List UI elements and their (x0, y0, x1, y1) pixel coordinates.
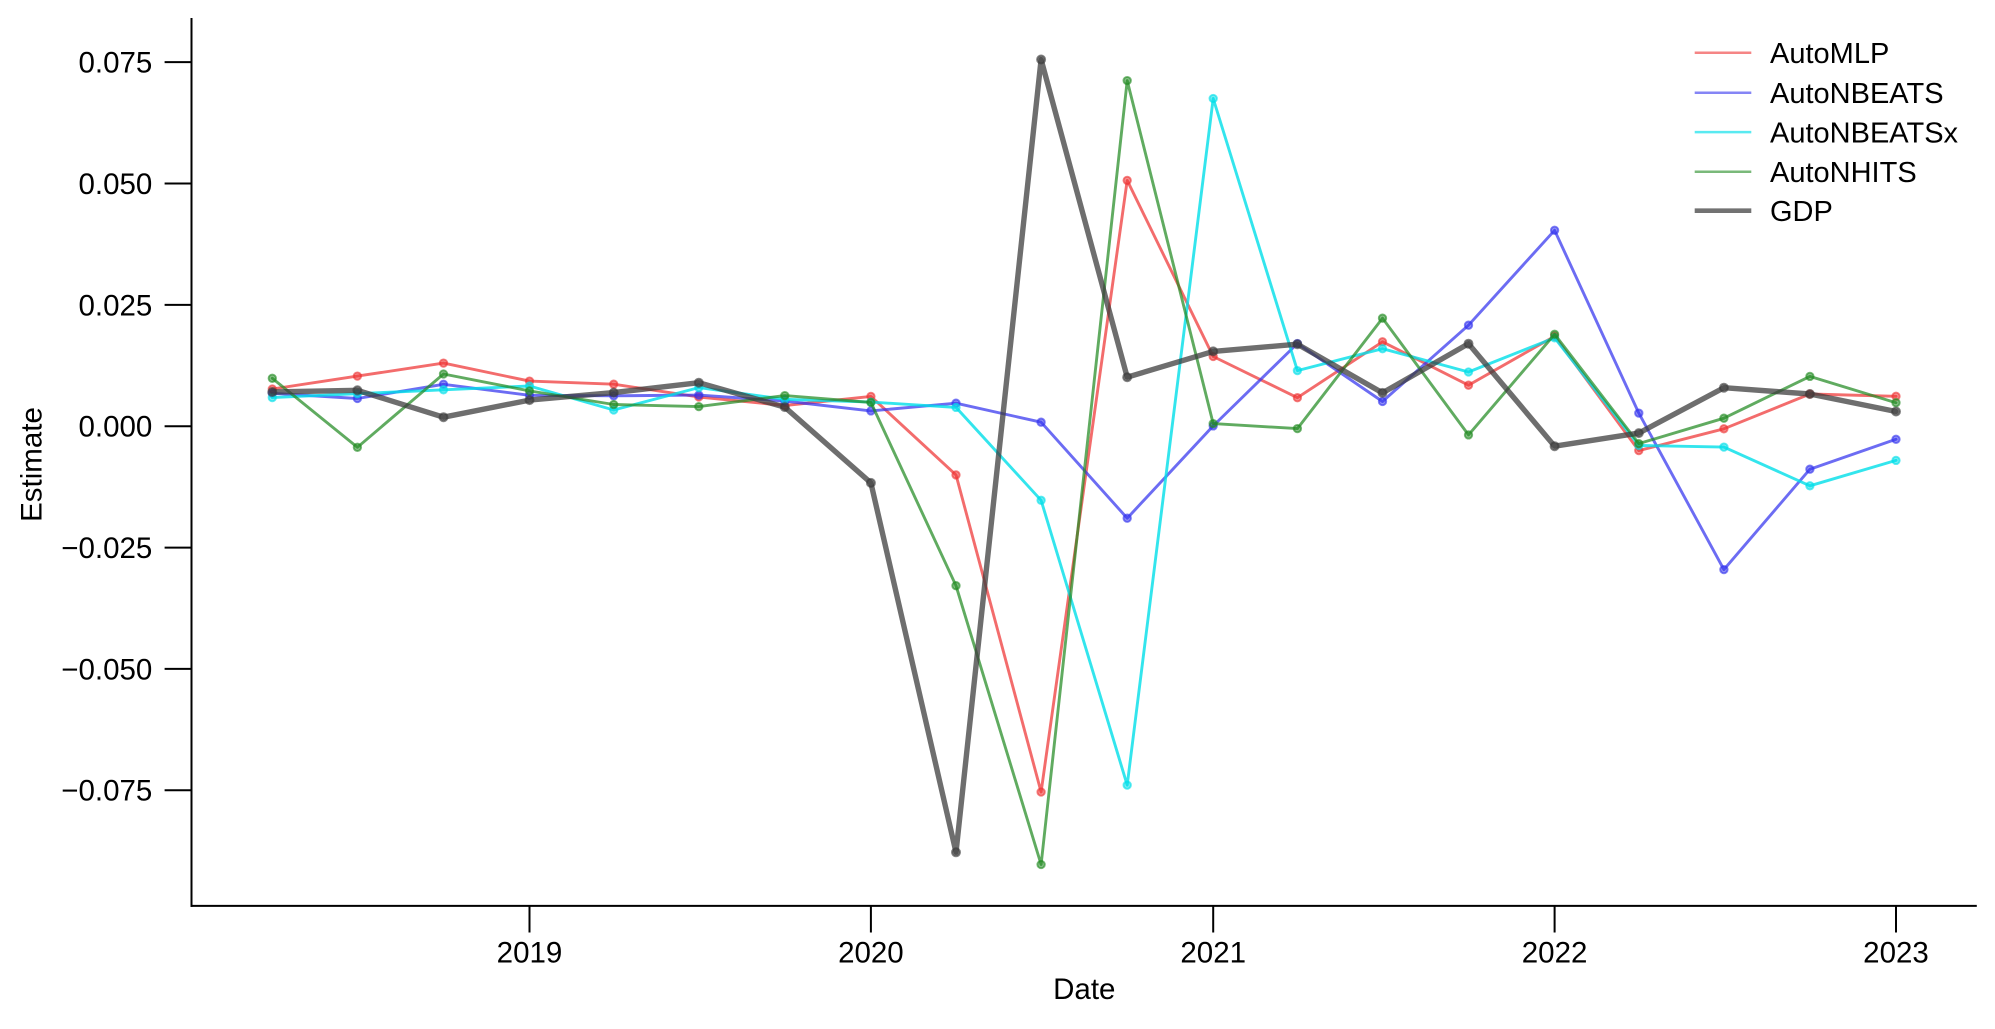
svg-text:2019: 2019 (497, 937, 563, 970)
svg-text:Estimate: Estimate (16, 407, 49, 522)
svg-text:AutoNBEATS: AutoNBEATS (1770, 78, 1944, 110)
svg-text:AutoNHITS: AutoNHITS (1770, 157, 1917, 189)
svg-text:0.000: 0.000 (78, 411, 152, 444)
svg-text:0.075: 0.075 (78, 47, 152, 80)
svg-text:−0.050: −0.050 (61, 653, 152, 686)
svg-text:−0.025: −0.025 (61, 532, 152, 565)
svg-text:−0.075: −0.075 (61, 775, 152, 808)
svg-text:0.025: 0.025 (78, 289, 152, 322)
svg-text:AutoNBEATSx: AutoNBEATSx (1770, 117, 1959, 149)
svg-text:2020: 2020 (838, 937, 904, 970)
svg-text:Date: Date (1053, 973, 1115, 1006)
svg-text:AutoMLP: AutoMLP (1770, 38, 1889, 70)
svg-text:2021: 2021 (1180, 937, 1246, 970)
svg-text:2022: 2022 (1522, 937, 1588, 970)
svg-text:2023: 2023 (1863, 937, 1929, 970)
svg-text:0.050: 0.050 (78, 168, 152, 201)
svg-text:GDP: GDP (1770, 196, 1833, 228)
